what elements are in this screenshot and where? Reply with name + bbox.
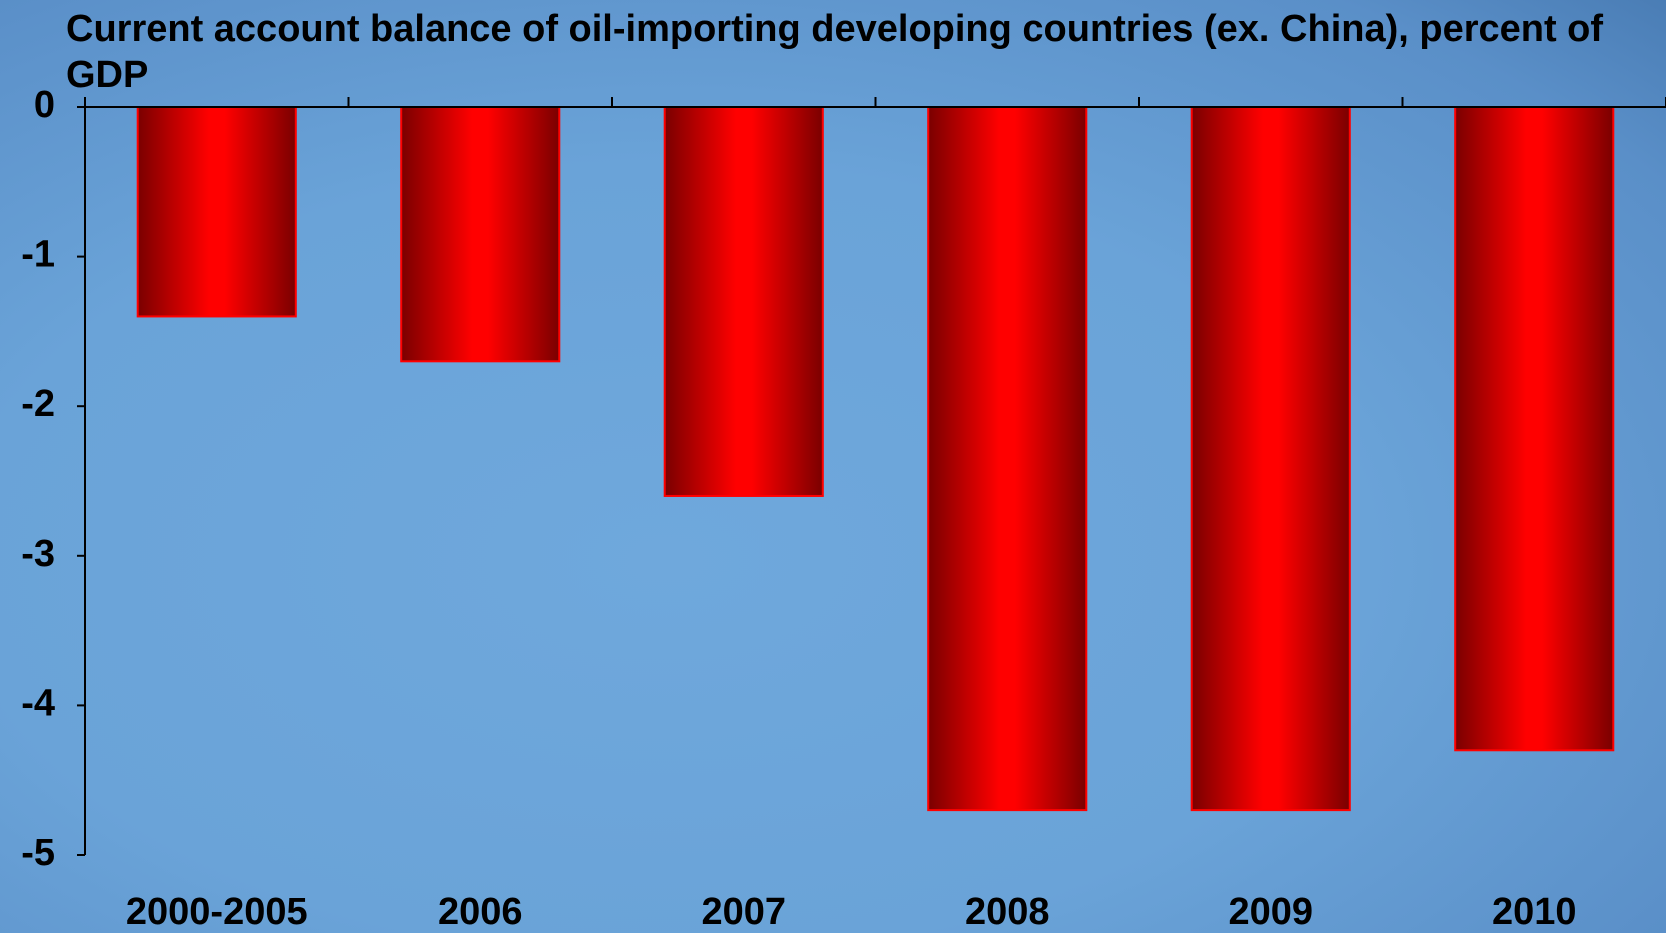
y-tick-label: -4 [21, 682, 55, 724]
bar [927, 106, 1088, 812]
y-tick-label: -1 [21, 234, 55, 276]
y-tick-label: -3 [21, 533, 55, 575]
x-tick-label: 2010 [1492, 891, 1577, 933]
bar [1190, 106, 1351, 812]
chart-title: Current account balance of oil-importing… [66, 8, 1604, 96]
x-tick-label: 2008 [965, 891, 1050, 933]
bar [663, 106, 824, 497]
x-tick-label: 2000-2005 [126, 891, 308, 933]
bar [400, 106, 561, 363]
bar [1454, 106, 1615, 752]
y-tick-label: -5 [21, 832, 55, 874]
x-tick-label: 2007 [701, 891, 786, 933]
y-tick-label: 0 [34, 84, 55, 126]
bar [136, 106, 297, 318]
x-tick-label: 2006 [438, 891, 523, 933]
x-tick-label: 2009 [1228, 891, 1313, 933]
y-tick-label: -2 [21, 383, 55, 425]
